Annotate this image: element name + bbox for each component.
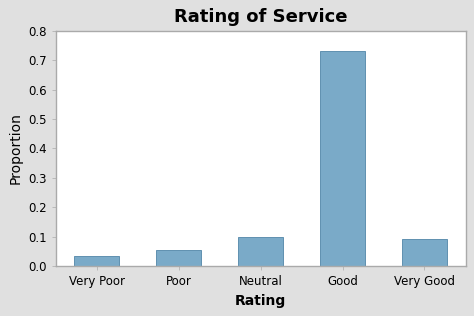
Bar xyxy=(402,239,447,266)
X-axis label: Rating: Rating xyxy=(235,294,286,308)
Bar xyxy=(320,51,365,266)
Bar xyxy=(74,256,119,266)
Bar xyxy=(238,237,283,266)
Title: Rating of Service: Rating of Service xyxy=(174,8,347,26)
Bar xyxy=(156,250,201,266)
Y-axis label: Proportion: Proportion xyxy=(9,112,22,184)
